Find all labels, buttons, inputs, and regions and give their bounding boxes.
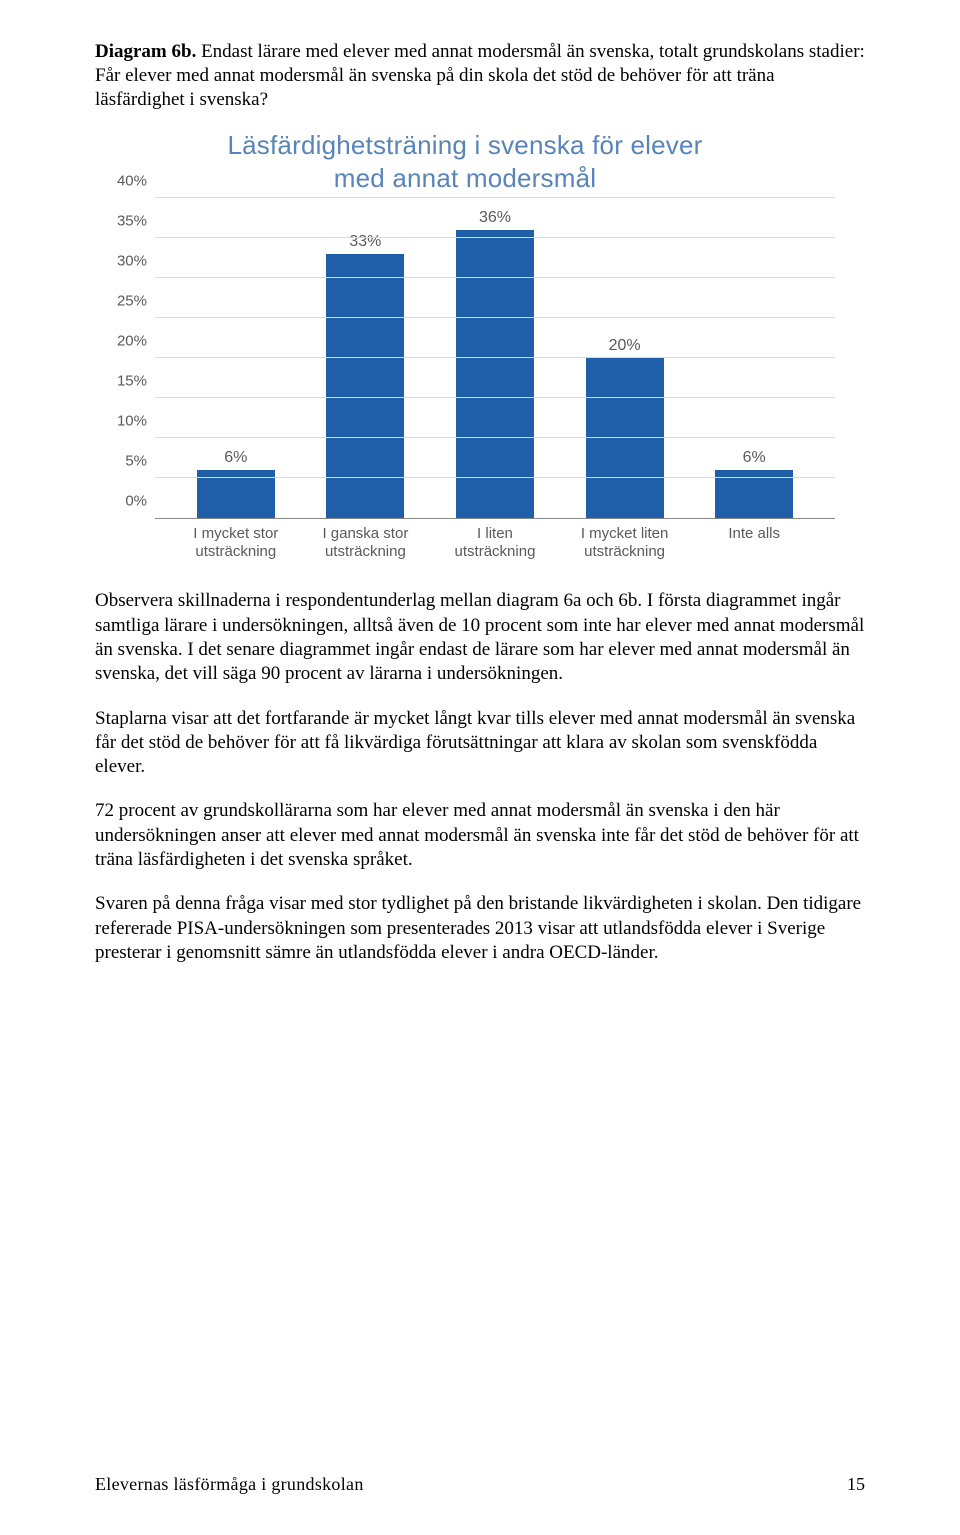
chart-gridline bbox=[155, 317, 835, 318]
chart-gridline bbox=[155, 237, 835, 238]
page: Diagram 6b. Endast lärare med elever med… bbox=[0, 0, 960, 1535]
chart-x-label: Inte alls bbox=[699, 525, 809, 561]
chart-y-tick: 35% bbox=[107, 213, 147, 230]
chart-bar bbox=[326, 254, 404, 518]
chart-bar-column: 6% bbox=[699, 449, 809, 518]
diagram-caption: Diagram 6b. Endast lärare med elever med… bbox=[95, 40, 865, 111]
chart-y-tick: 20% bbox=[107, 333, 147, 350]
chart-bar-value-label: 20% bbox=[609, 337, 641, 355]
chart-y-tick: 0% bbox=[107, 493, 147, 510]
chart-bar-column: 20% bbox=[570, 337, 680, 518]
paragraph: 72 procent av grundskollärarna som har e… bbox=[95, 799, 865, 872]
chart-y-tick: 30% bbox=[107, 253, 147, 270]
chart-title: Läsfärdighetsträning i svenska för eleve… bbox=[95, 129, 835, 194]
chart-gridline bbox=[155, 277, 835, 278]
chart-gridline bbox=[155, 197, 835, 198]
chart-bar-value-label: 6% bbox=[743, 449, 766, 467]
body-text: Observera skillnaderna i respondentunder… bbox=[95, 589, 865, 965]
caption-label: Diagram 6b. bbox=[95, 41, 196, 62]
chart-y-tick: 25% bbox=[107, 293, 147, 310]
chart-x-label: I ganska stor utsträckning bbox=[310, 525, 420, 561]
footer-title: Elevernas läsförmåga i grundskolan bbox=[95, 1474, 364, 1495]
bar-chart: Läsfärdighetsträning i svenska för eleve… bbox=[95, 129, 835, 561]
caption-text: Endast lärare med elever med annat moder… bbox=[95, 41, 865, 110]
chart-gridline bbox=[155, 477, 835, 478]
chart-y-tick: 40% bbox=[107, 173, 147, 190]
chart-x-label: I mycket liten utsträckning bbox=[570, 525, 680, 561]
chart-gridline bbox=[155, 397, 835, 398]
footer-page-number: 15 bbox=[847, 1474, 865, 1495]
chart-gridline bbox=[155, 437, 835, 438]
chart-plot-area: 6%33%36%20%6% 0%5%10%15%20%25%30%35%40% bbox=[155, 198, 835, 519]
chart-title-line1: Läsfärdighetsträning i svenska för eleve… bbox=[227, 130, 702, 160]
chart-bar bbox=[456, 230, 534, 518]
chart-x-labels: I mycket stor utsträckning I ganska stor … bbox=[155, 525, 835, 561]
paragraph: Observera skillnaderna i respondentunder… bbox=[95, 589, 865, 686]
chart-gridline bbox=[155, 357, 835, 358]
chart-bar-value-label: 36% bbox=[479, 209, 511, 227]
paragraph: Staplarna visar att det fortfarande är m… bbox=[95, 707, 865, 780]
chart-y-tick: 5% bbox=[107, 453, 147, 470]
chart-x-label: I liten utsträckning bbox=[440, 525, 550, 561]
chart-bar-column: 33% bbox=[310, 233, 420, 518]
paragraph: Svaren på denna fråga visar med stor tyd… bbox=[95, 892, 865, 965]
chart-bar-value-label: 6% bbox=[224, 449, 247, 467]
chart-bar-column: 36% bbox=[440, 209, 550, 518]
chart-bar-value-label: 33% bbox=[349, 233, 381, 251]
chart-bars: 6% 33% 36% 20% 6% bbox=[155, 198, 835, 518]
page-footer: Elevernas läsförmåga i grundskolan 15 bbox=[95, 1474, 865, 1495]
chart-y-tick: 10% bbox=[107, 413, 147, 430]
chart-bar bbox=[586, 358, 664, 518]
chart-y-tick: 15% bbox=[107, 373, 147, 390]
chart-bar-column: 6% bbox=[181, 449, 291, 518]
chart-title-line2: med annat modersmål bbox=[334, 163, 596, 193]
chart-x-label: I mycket stor utsträckning bbox=[181, 525, 291, 561]
